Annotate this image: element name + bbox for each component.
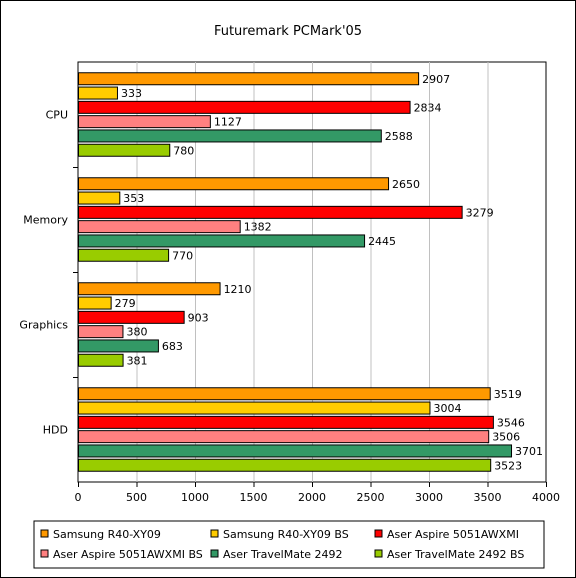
data-label: 353 xyxy=(123,192,144,205)
data-label: 2445 xyxy=(368,235,396,248)
bar xyxy=(78,353,124,367)
bar xyxy=(78,248,170,262)
data-label: 2588 xyxy=(385,130,413,143)
legend-swatch xyxy=(40,529,49,538)
legend-label: Aser TravelMate 2492 xyxy=(223,548,343,561)
data-label: 3279 xyxy=(466,206,494,219)
data-label: 3004 xyxy=(433,402,461,415)
data-label: 770 xyxy=(172,249,193,262)
bar xyxy=(78,458,492,472)
category-label: Graphics xyxy=(19,319,68,332)
data-label: 279 xyxy=(115,297,136,310)
x-tick-label: 500 xyxy=(126,491,147,504)
data-label: 2907 xyxy=(422,73,450,86)
bar xyxy=(78,177,390,191)
data-label: 333 xyxy=(121,87,142,100)
legend-label: Samsung R40-XY09 xyxy=(53,528,161,541)
x-tick-label: 3000 xyxy=(415,491,443,504)
data-label: 3546 xyxy=(497,416,525,429)
data-label: 1382 xyxy=(244,221,272,234)
bar xyxy=(78,310,185,324)
legend-swatch xyxy=(40,549,49,558)
data-label: 683 xyxy=(162,340,183,353)
bar xyxy=(78,325,124,339)
data-label: 3519 xyxy=(494,388,522,401)
data-label: 3701 xyxy=(515,445,543,458)
bar xyxy=(78,234,366,248)
data-label: 380 xyxy=(126,326,147,339)
category-label: CPU xyxy=(46,109,68,122)
bar xyxy=(78,444,513,458)
data-label: 903 xyxy=(188,311,209,324)
bar xyxy=(78,143,171,157)
data-label: 3506 xyxy=(492,431,520,444)
bar xyxy=(78,296,112,310)
bar xyxy=(78,220,241,234)
bar xyxy=(78,115,211,129)
legend-label: Aser TravelMate 2492 BS xyxy=(387,548,524,561)
legend-label: Aser Aspire 5051AWXMI BS xyxy=(53,548,203,561)
bar xyxy=(78,72,420,86)
bar xyxy=(78,282,221,296)
data-label: 780 xyxy=(173,144,194,157)
plot-area: 0 500 1000 1500 2000 2500 3000 3500 4000 CPU 2907 3… xyxy=(19,61,560,504)
legend-swatch xyxy=(210,529,219,538)
bar xyxy=(78,205,463,219)
x-tick-label: 1500 xyxy=(240,491,268,504)
legend-swatch xyxy=(374,549,383,558)
bar xyxy=(78,415,494,429)
bar xyxy=(78,191,121,205)
x-tick-label: 2000 xyxy=(298,491,326,504)
legend-swatch xyxy=(210,549,219,558)
bar xyxy=(78,129,382,143)
data-label: 381 xyxy=(127,354,148,367)
x-tick-label: 1000 xyxy=(181,491,209,504)
x-tick-label: 4000 xyxy=(532,491,560,504)
legend-label: Aser Aspire 5051AWXMI xyxy=(387,528,519,541)
data-label: 2834 xyxy=(414,101,442,114)
legend-swatch xyxy=(374,529,383,538)
x-tick-label: 2500 xyxy=(357,491,385,504)
category-label: Memory xyxy=(23,214,68,227)
data-label: 2650 xyxy=(392,178,420,191)
bar xyxy=(78,401,431,415)
bar xyxy=(78,430,490,444)
bar xyxy=(78,100,411,114)
data-label: 1127 xyxy=(214,116,242,129)
chart-title: Futuremark PCMark'05 xyxy=(214,24,362,39)
legend-box xyxy=(33,520,545,569)
bar xyxy=(78,387,491,401)
bar xyxy=(78,86,118,100)
bar xyxy=(78,339,159,353)
data-label: 3523 xyxy=(494,459,522,472)
data-label: 1210 xyxy=(224,283,252,296)
category-label: HDD xyxy=(43,424,68,437)
x-tick-label: 0 xyxy=(75,491,82,504)
legend-label: Samsung R40-XY09 BS xyxy=(223,528,349,541)
x-tick-label: 3500 xyxy=(474,491,502,504)
legend: Samsung R40-XY09 Samsung R40-XY09 BS Aser … xyxy=(33,520,545,569)
